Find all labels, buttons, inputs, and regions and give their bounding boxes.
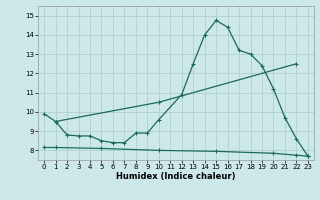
X-axis label: Humidex (Indice chaleur): Humidex (Indice chaleur) <box>116 172 236 181</box>
